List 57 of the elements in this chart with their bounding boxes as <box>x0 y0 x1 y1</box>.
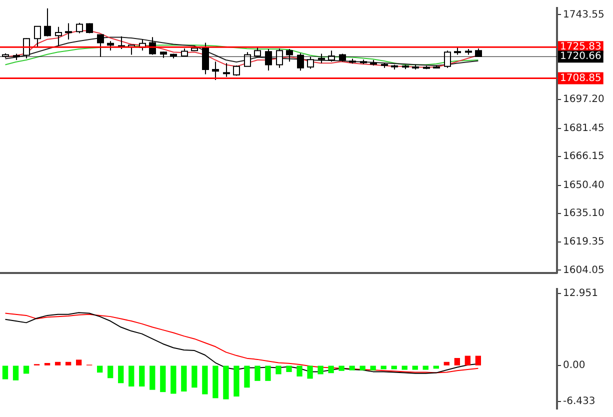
y-tick-label: 0.00 <box>563 360 586 372</box>
bar <box>65 362 72 366</box>
y-tick-label: 1681.45 <box>563 123 604 134</box>
bar <box>12 366 19 380</box>
bar <box>223 366 229 400</box>
y-tick-label: 1635.10 <box>563 208 604 219</box>
bar <box>181 366 187 392</box>
bar <box>454 358 460 366</box>
bar <box>296 366 302 376</box>
bar <box>192 366 198 388</box>
bar <box>380 366 386 370</box>
y-tick-label: 1650.40 <box>563 180 604 191</box>
bar <box>2 366 8 380</box>
bar <box>54 362 61 366</box>
bar <box>307 366 313 379</box>
bar <box>276 366 282 374</box>
bar <box>76 360 82 366</box>
bar <box>286 366 292 372</box>
bar <box>160 366 166 392</box>
bar <box>170 366 176 394</box>
bar <box>97 366 103 373</box>
y-tick-label: 1604.05 <box>563 264 604 276</box>
bar <box>360 366 366 370</box>
bar <box>265 366 271 381</box>
y-tick-label: -6.433 <box>563 396 596 407</box>
y-tick-label: 1743.55 <box>563 9 604 20</box>
bar <box>422 366 428 370</box>
bar <box>349 366 355 370</box>
bar <box>391 366 397 370</box>
bar <box>444 362 450 366</box>
bar <box>108 366 114 378</box>
bar <box>23 366 30 374</box>
y-tick-label: 1666.15 <box>563 151 604 162</box>
bar <box>128 366 134 386</box>
bar <box>139 366 145 386</box>
y-tick-label: 1619.35 <box>563 236 604 248</box>
bar <box>254 366 260 381</box>
bar <box>328 366 334 374</box>
bar <box>118 366 124 384</box>
bar <box>338 366 344 371</box>
bar <box>412 366 418 370</box>
bar <box>433 366 439 369</box>
bar <box>370 366 376 370</box>
bar <box>244 366 250 388</box>
ref-line-label: 1708.85 <box>560 72 602 84</box>
ref-line-label: 1725.83 <box>560 42 602 53</box>
bar <box>202 366 208 394</box>
bar <box>150 366 156 390</box>
ref-line-label: 1720.66 <box>560 51 602 62</box>
y-tick-label: 1697.20 <box>563 94 604 106</box>
bar <box>318 366 324 374</box>
bar <box>212 366 218 398</box>
y-tick-label: 12.951 <box>563 288 598 300</box>
bar <box>475 356 482 366</box>
bar <box>234 366 240 397</box>
bar <box>464 356 470 366</box>
bar <box>402 366 408 370</box>
